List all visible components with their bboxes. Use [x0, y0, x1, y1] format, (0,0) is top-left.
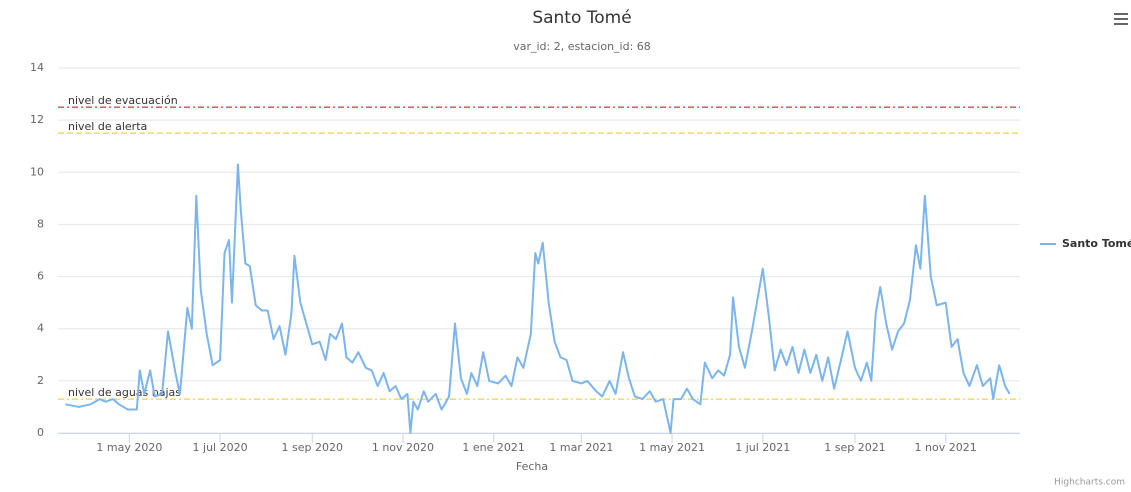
x-tick-label: 1 nov 2020 — [372, 441, 434, 454]
y-tick-label: 8 — [37, 217, 44, 230]
plot-line-label: nivel de alerta — [68, 120, 147, 133]
x-tick-label: 1 jul 2020 — [193, 441, 248, 454]
credits[interactable]: Highcharts.com — [1054, 478, 1125, 488]
x-tick-label: 1 ene 2021 — [462, 441, 525, 454]
x-axis-title: Fecha — [516, 460, 548, 473]
menu-button[interactable] — [1114, 13, 1128, 25]
x-tick-label: 1 nov 2021 — [915, 441, 977, 454]
menu-bar — [1114, 18, 1128, 20]
y-tick-label: 0 — [37, 426, 44, 439]
x-tick-label: 1 may 2021 — [639, 441, 705, 454]
chart-subtitle: var_id: 2, estacion_id: 68 — [513, 40, 651, 53]
y-tick-label: 4 — [37, 322, 44, 335]
y-tick-label: 14 — [30, 61, 44, 74]
legend-item[interactable]: Santo Tomé — [1040, 237, 1131, 250]
x-tick-label: 1 sep 2020 — [282, 441, 343, 454]
y-tick-label: 12 — [30, 113, 44, 126]
y-tick-label: 10 — [30, 165, 44, 178]
x-tick-label: 1 mar 2021 — [549, 441, 613, 454]
plot-line-label: nivel de evacuación — [68, 94, 178, 107]
y-tick-label: 2 — [37, 374, 44, 387]
legend-label: Santo Tomé — [1062, 237, 1131, 250]
y-tick-label: 6 — [37, 270, 44, 283]
x-tick-label: 1 sep 2021 — [824, 441, 885, 454]
chart-title: Santo Tomé — [532, 8, 631, 28]
x-tick-label: 1 jul 2021 — [735, 441, 790, 454]
x-tick-label: 1 may 2020 — [96, 441, 162, 454]
menu-bar — [1114, 23, 1128, 25]
series-line — [65, 163, 1011, 434]
plot-line-label: nivel de aguas bajas — [68, 386, 181, 399]
menu-bar — [1114, 13, 1128, 15]
